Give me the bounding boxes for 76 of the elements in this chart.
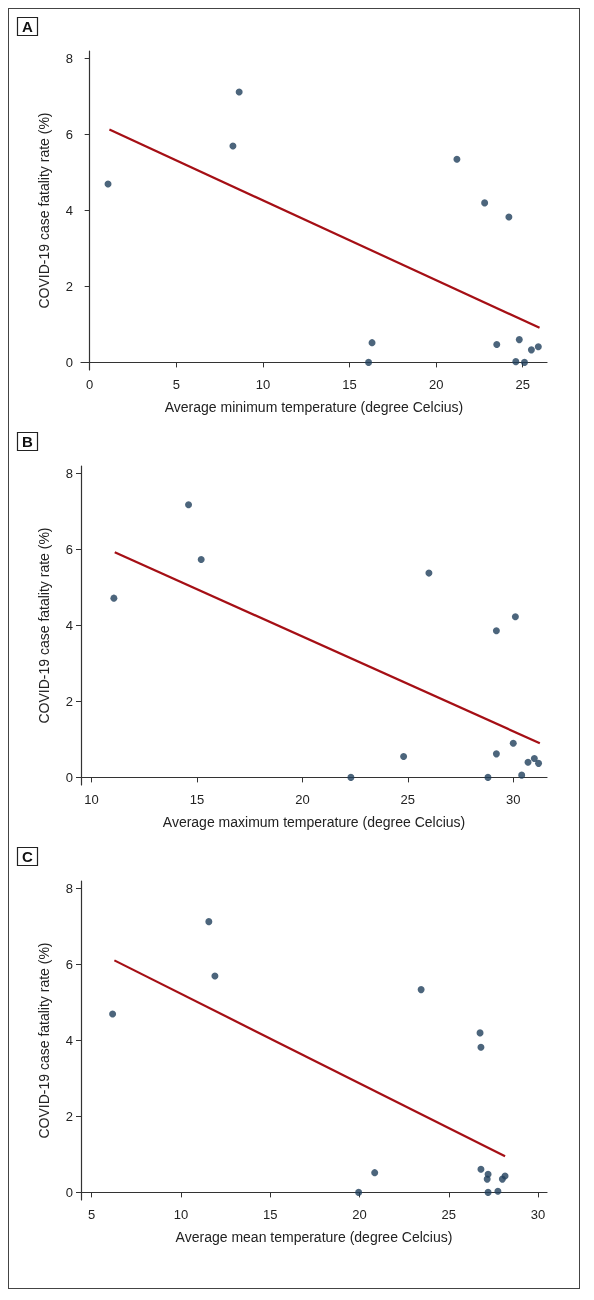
point [355,1188,363,1196]
y-tick-label: 0 [65,354,73,370]
point [365,358,373,366]
point [205,918,213,926]
y-tick-label: 2 [65,278,73,294]
point [417,986,425,994]
chart-title: C [22,848,33,865]
point [494,1187,502,1195]
x-tick-label: 5 [172,377,180,392]
x-tick-label: 20 [352,1207,367,1222]
x-tick-label: 0 [86,377,94,392]
point [535,759,543,767]
point [527,346,535,354]
x-tick-label: 20 [428,377,444,392]
y-tick-label: 8 [65,51,73,67]
point [110,594,118,602]
y-tick-label: 4 [65,1033,73,1048]
point [509,739,517,747]
y-tick-label: 8 [65,466,73,482]
point [530,754,538,762]
point [197,555,205,563]
y-tick-label: 6 [65,127,73,143]
point [185,501,193,509]
point [109,1010,117,1018]
point [477,1165,485,1173]
x-axis-title: Average mean temperature (degree Celcius) [175,1229,453,1245]
point [505,213,513,221]
point [520,358,528,366]
y-tick-label: 6 [65,957,73,973]
y-tick-label: 2 [65,1108,73,1124]
point [347,773,355,781]
x-tick-label: 25 [515,377,530,392]
point [477,1043,485,1051]
point [484,1188,492,1196]
y-tick-label: 8 [65,881,73,897]
x-tick-label: 10 [255,377,271,392]
point [400,753,408,761]
point [511,613,519,621]
y-tick-label: 4 [65,618,73,633]
point [453,155,461,163]
point [368,339,376,347]
y-tick-label: 0 [65,769,73,785]
x-tick-label: 10 [173,1207,189,1222]
y-tick-label: 2 [65,693,73,709]
point [512,358,520,366]
point [371,1169,379,1177]
point [483,1175,491,1183]
x-axis-title: Average maximum temperature (degree Celcius) [162,814,466,830]
point [481,199,489,207]
x-tick-label: 5 [88,1207,96,1222]
x-tick-label: 25 [441,1207,457,1222]
x-tick-label: 30 [506,792,521,807]
chart-title: A [22,18,33,35]
point [524,758,532,766]
point [484,773,492,781]
x-tick-label: 15 [263,1207,278,1222]
point [492,627,500,635]
y-tick-label: 6 [65,542,73,558]
y-axis-title: COVID-19 case fatality rate (%) [36,527,52,724]
x-tick-label: 10 [84,792,99,807]
x-tick-label: 30 [530,1207,546,1222]
y-axis-title: COVID-19 case fatality rate (%) [36,942,52,1139]
point [534,343,542,351]
x-tick-label: 15 [342,377,357,392]
x-tick-label: 20 [295,792,310,807]
y-tick-label: 4 [65,203,73,218]
chart-title: B [22,433,33,450]
point [493,341,501,349]
x-tick-label: 25 [400,792,416,807]
x-axis-title: Average minimum temperature (degree Celcius) [164,399,464,415]
y-axis-title: COVID-19 case fatality rate (%) [36,112,52,309]
x-tick-label: 15 [189,792,205,807]
point [515,336,523,344]
y-tick-label: 0 [65,1184,73,1200]
point [518,771,526,779]
point [492,750,500,758]
